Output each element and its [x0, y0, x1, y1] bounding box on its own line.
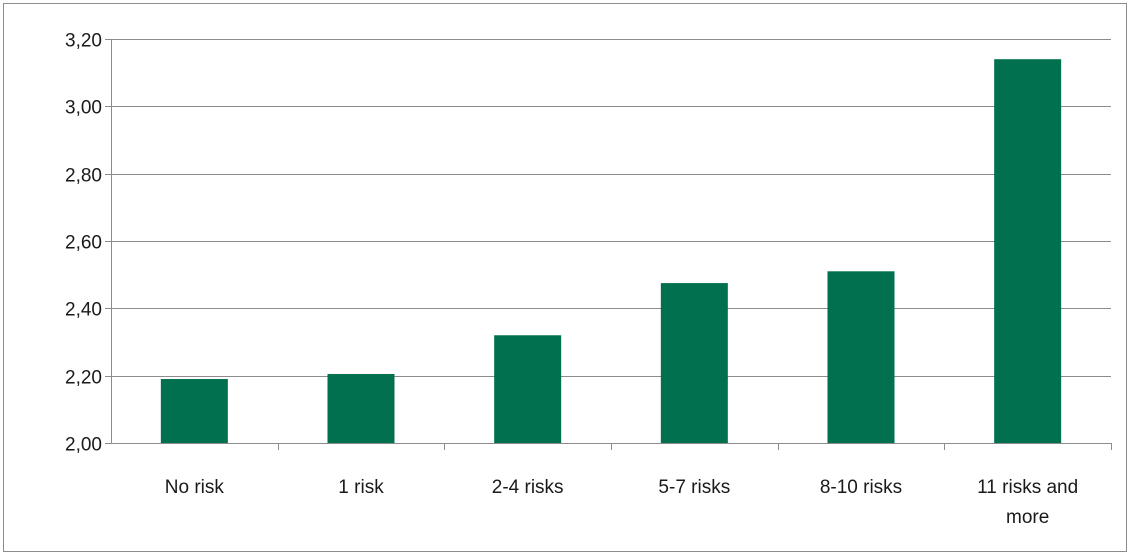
x-category-label: 1 risk [338, 477, 384, 498]
y-tick-label: 2,80 [65, 166, 102, 187]
chart-frame [3, 3, 1127, 552]
y-tick-label: 3,20 [65, 31, 102, 52]
bar [994, 59, 1062, 443]
axes [105, 39, 1112, 450]
y-tick-label: 2,40 [65, 300, 102, 321]
bar [827, 271, 895, 443]
bar [660, 283, 728, 443]
y-tick-label: 2,00 [65, 435, 102, 456]
y-tick-label: 2,20 [65, 368, 102, 389]
gridlines [111, 39, 1111, 377]
x-category-label: 11 risks and [977, 477, 1078, 498]
x-category-label: 8-10 risks [820, 477, 902, 498]
x-category-label: 2-4 risks [492, 477, 564, 498]
bar [160, 379, 228, 443]
x-category-label: No risk [165, 477, 225, 498]
bar [494, 335, 562, 443]
x-category-labels: No risk 1 risk 2-4 risks 5-7 risks 8-10 risk… [165, 477, 1078, 528]
y-tick-label: 2,60 [65, 233, 102, 254]
bar [327, 373, 395, 443]
y-tick-labels: 2,00 2,20 2,40 2,60 2,80 3,00 3,20 [65, 31, 102, 456]
y-tick-label: 3,00 [65, 98, 102, 119]
x-category-label: more [1006, 507, 1049, 528]
x-category-label: 5-7 risks [658, 477, 730, 498]
bars [160, 59, 1062, 443]
